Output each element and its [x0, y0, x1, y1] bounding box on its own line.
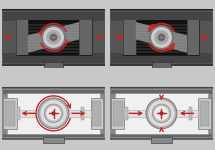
Circle shape	[42, 26, 65, 49]
Bar	[151, 137, 172, 143]
Bar	[7, 93, 100, 134]
Bar	[3, 12, 104, 21]
Bar	[111, 53, 212, 63]
Circle shape	[155, 107, 168, 120]
Bar	[200, 101, 209, 126]
Bar	[15, 20, 92, 55]
Circle shape	[152, 104, 171, 123]
FancyBboxPatch shape	[1, 88, 106, 139]
Circle shape	[159, 34, 164, 40]
Bar	[152, 63, 171, 68]
FancyBboxPatch shape	[0, 10, 107, 65]
Bar	[3, 134, 104, 137]
Bar	[79, 20, 92, 55]
Circle shape	[47, 107, 60, 120]
Circle shape	[146, 98, 177, 129]
Bar	[136, 20, 187, 55]
Circle shape	[157, 109, 166, 118]
Bar	[3, 98, 17, 129]
Bar	[44, 63, 63, 68]
Bar	[111, 12, 212, 21]
Bar	[5, 101, 15, 126]
Circle shape	[41, 100, 66, 126]
Bar	[28, 20, 79, 55]
FancyBboxPatch shape	[109, 88, 214, 139]
Bar	[111, 134, 212, 137]
Bar	[123, 20, 136, 55]
Bar	[3, 90, 104, 94]
Polygon shape	[28, 22, 79, 53]
Bar	[115, 93, 208, 134]
Bar	[17, 110, 91, 117]
FancyBboxPatch shape	[108, 10, 215, 65]
Circle shape	[47, 31, 60, 44]
Bar	[111, 98, 124, 129]
Bar	[81, 107, 84, 120]
Circle shape	[149, 100, 174, 126]
Bar	[124, 107, 127, 120]
Circle shape	[155, 31, 168, 44]
Polygon shape	[136, 22, 187, 53]
Bar	[43, 137, 64, 143]
Bar	[189, 107, 192, 120]
Circle shape	[44, 28, 63, 47]
Bar	[187, 20, 200, 55]
Bar	[17, 107, 20, 120]
Circle shape	[38, 98, 69, 129]
Circle shape	[51, 34, 56, 40]
Circle shape	[44, 104, 63, 123]
Circle shape	[152, 28, 171, 47]
Bar	[91, 98, 103, 129]
Circle shape	[159, 111, 164, 115]
Bar	[111, 90, 212, 94]
Bar	[124, 110, 198, 117]
Bar	[113, 101, 123, 126]
Bar	[123, 20, 200, 55]
Bar	[3, 53, 104, 63]
Bar	[15, 20, 28, 55]
Circle shape	[51, 111, 56, 115]
Circle shape	[49, 109, 58, 118]
Bar	[198, 98, 211, 129]
Circle shape	[150, 26, 173, 49]
Bar	[92, 101, 101, 126]
